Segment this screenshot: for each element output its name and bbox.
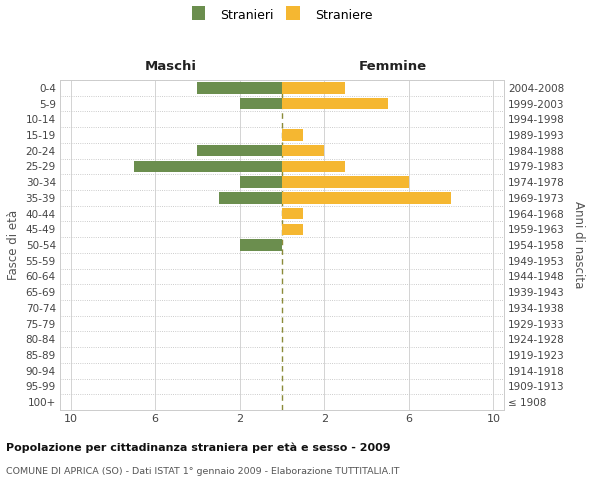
Bar: [240, 98, 282, 109]
Bar: [282, 130, 303, 140]
Bar: [282, 82, 346, 94]
Bar: [197, 145, 282, 156]
Bar: [218, 192, 282, 203]
Bar: [197, 82, 282, 94]
Text: Maschi: Maschi: [145, 60, 197, 72]
Bar: [134, 161, 282, 172]
Bar: [240, 240, 282, 250]
Text: COMUNE DI APRICA (SO) - Dati ISTAT 1° gennaio 2009 - Elaborazione TUTTITALIA.IT: COMUNE DI APRICA (SO) - Dati ISTAT 1° ge…: [6, 466, 400, 475]
Bar: [282, 208, 303, 219]
Bar: [282, 176, 409, 188]
Legend: Stranieri, Straniere: Stranieri, Straniere: [191, 8, 373, 22]
Bar: [282, 161, 346, 172]
Bar: [240, 176, 282, 188]
Bar: [282, 98, 388, 109]
Bar: [282, 145, 324, 156]
Y-axis label: Anni di nascita: Anni di nascita: [572, 202, 585, 288]
Y-axis label: Fasce di età: Fasce di età: [7, 210, 20, 280]
Bar: [282, 192, 451, 203]
Text: Popolazione per cittadinanza straniera per età e sesso - 2009: Popolazione per cittadinanza straniera p…: [6, 442, 391, 453]
Text: Femmine: Femmine: [359, 60, 427, 72]
Bar: [282, 224, 303, 235]
